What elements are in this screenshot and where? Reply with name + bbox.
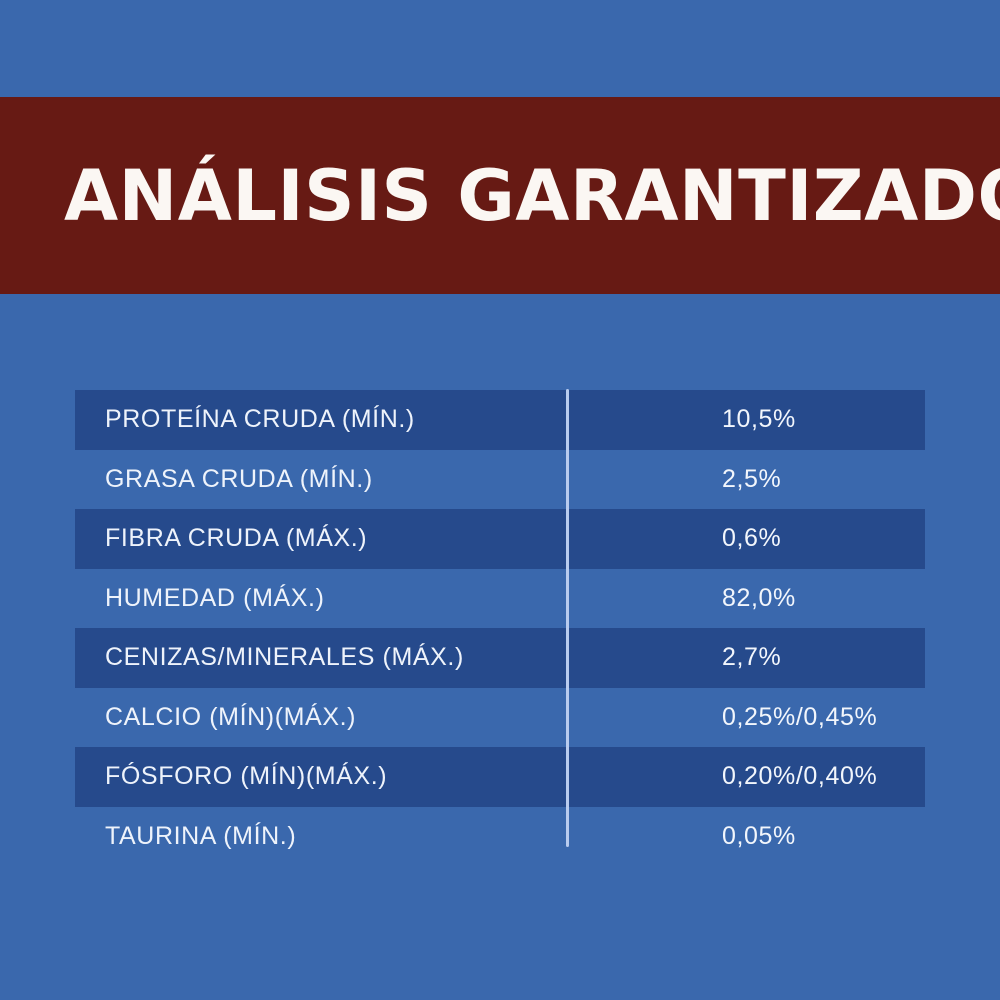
nutrient-value: 0,20%/0,40% bbox=[722, 762, 878, 791]
nutrient-label: FÓSFORO (MÍN)(MÁX.) bbox=[105, 762, 388, 791]
nutrient-value: 0,05% bbox=[722, 821, 796, 850]
column-divider bbox=[566, 389, 569, 847]
nutrient-value: 0,6% bbox=[722, 524, 782, 553]
nutrient-value: 82,0% bbox=[722, 583, 796, 612]
nutrient-label: GRASA CRUDA (MÍN.) bbox=[105, 464, 373, 493]
nutrient-label: CENIZAS/MINERALES (MÁX.) bbox=[105, 643, 464, 672]
nutrient-value: 10,5% bbox=[722, 405, 796, 434]
guaranteed-analysis-table: PROTEÍNA CRUDA (MÍN.) 10,5% GRASA CRUDA … bbox=[75, 390, 925, 866]
nutrient-label: CALCIO (MÍN)(MÁX.) bbox=[105, 702, 357, 731]
table-row: HUMEDAD (MÁX.) 82,0% bbox=[75, 569, 925, 629]
nutrient-value: 2,7% bbox=[722, 643, 782, 672]
table-row: CENIZAS/MINERALES (MÁX.) 2,7% bbox=[75, 628, 925, 688]
table-row: FÓSFORO (MÍN)(MÁX.) 0,20%/0,40% bbox=[75, 747, 925, 807]
nutrient-label: FIBRA CRUDA (MÁX.) bbox=[105, 524, 368, 553]
page-title: ANÁLISIS GARANTIZADO bbox=[64, 154, 1000, 237]
table-row: CALCIO (MÍN)(MÁX.) 0,25%/0,45% bbox=[75, 688, 925, 748]
table-row: TAURINA (MÍN.) 0,05% bbox=[75, 807, 925, 867]
nutrient-value: 2,5% bbox=[722, 464, 782, 493]
table-row: GRASA CRUDA (MÍN.) 2,5% bbox=[75, 450, 925, 510]
header-banner: ANÁLISIS GARANTIZADO bbox=[0, 97, 1000, 294]
nutrient-label: HUMEDAD (MÁX.) bbox=[105, 583, 325, 612]
table-row: PROTEÍNA CRUDA (MÍN.) 10,5% bbox=[75, 390, 925, 450]
nutrient-value: 0,25%/0,45% bbox=[722, 702, 878, 731]
nutrient-label: PROTEÍNA CRUDA (MÍN.) bbox=[105, 405, 415, 434]
table-row: FIBRA CRUDA (MÁX.) 0,6% bbox=[75, 509, 925, 569]
nutrient-label: TAURINA (MÍN.) bbox=[105, 821, 297, 850]
